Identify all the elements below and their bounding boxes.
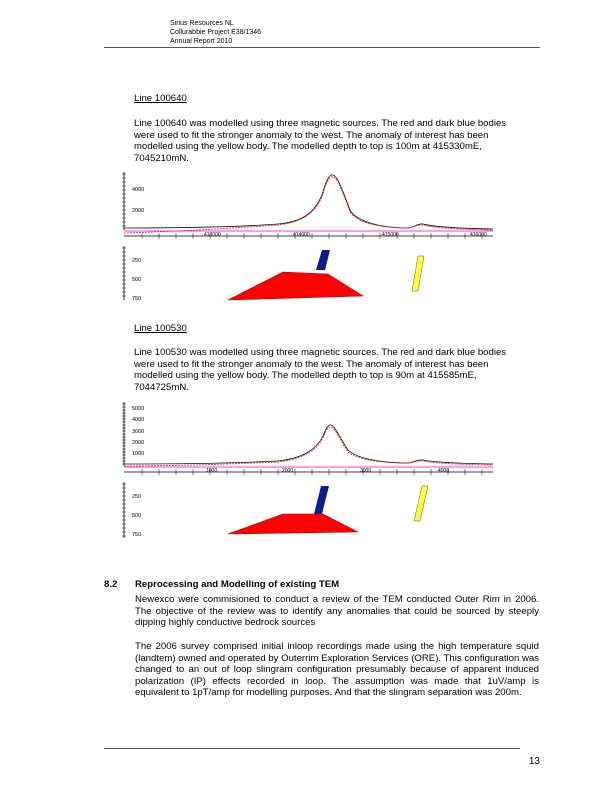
y-tick-label: 2000 [132,440,144,446]
heading-line-100640: Line 100640 [134,93,187,104]
section-82-paragraph-1: Newexco were commisioned to conduct a re… [135,594,539,629]
yellow-body [411,255,425,292]
paragraph-line-100640: Line 100640 was modelled using three mag… [134,118,507,164]
x-tick-label: 413000 [204,232,221,238]
chart2-frame [122,402,493,538]
depth-tick-label: 500 [132,277,141,283]
x-tick-label: 3000 [360,468,371,474]
x-tick-label: 414000 [293,232,310,238]
red-body [227,271,364,301]
depth-tick-label: 250 [132,258,141,264]
header-company: Sirius Resources NL [170,20,234,27]
depth-tick-label: 750 [132,296,141,302]
depth-tick-label: 500 [132,513,141,519]
x-tick-label: 415000 [382,232,399,238]
x-tick-label: 4000 [438,468,449,474]
section-title: Reprocessing and Modelling of existing T… [135,579,340,590]
paragraph-line-100530: Line 100530 was modelled using three mag… [134,347,507,393]
blue-body [316,250,330,270]
header-rule [104,47,540,48]
observed-profile [123,424,494,465]
magnetic-model-chart-2: 5000 4000 3000 2000 1000 1000 2000 3000 … [122,402,494,538]
heading-line-100530: Line 100530 [134,323,187,334]
y-tick-label: 4000 [132,417,144,423]
depth-tick-label: 250 [132,494,141,500]
red-body [227,513,359,535]
depth-tick-label: 750 [132,532,141,538]
section-number: 8.2 [104,579,118,590]
y-tick-label: 5000 [132,406,144,412]
header-report: Annual Report 2010 [170,38,233,45]
section-82-paragraph-2: The 2006 survey comprised initial inloop… [135,641,540,699]
page-number: 13 [528,756,540,767]
x-tick-label: 1000 [206,468,217,474]
header-project: Collurabbie Project E38/1346 [170,29,262,36]
y-tick-label: 2000 [132,208,144,214]
y-tick-label: 1000 [132,451,144,457]
calculated-profile [123,426,494,467]
observed-profile [123,174,494,230]
x-tick-label: 2000 [282,468,293,474]
yellow-body [413,485,429,522]
y-tick-label: 3000 [132,429,144,435]
chart1-frame [122,172,493,300]
report-header: Sirius Resources NL Collurabbie Project … [170,19,261,46]
calculated-profile [123,176,494,234]
footer-rule [104,748,520,749]
y-tick-label: 4000 [132,187,144,193]
blue-body [314,486,329,514]
x-tick-label: 416000 [470,232,487,238]
magnetic-model-chart-1: 4000 2000 413000 414000 415000 416000 25… [122,172,494,302]
